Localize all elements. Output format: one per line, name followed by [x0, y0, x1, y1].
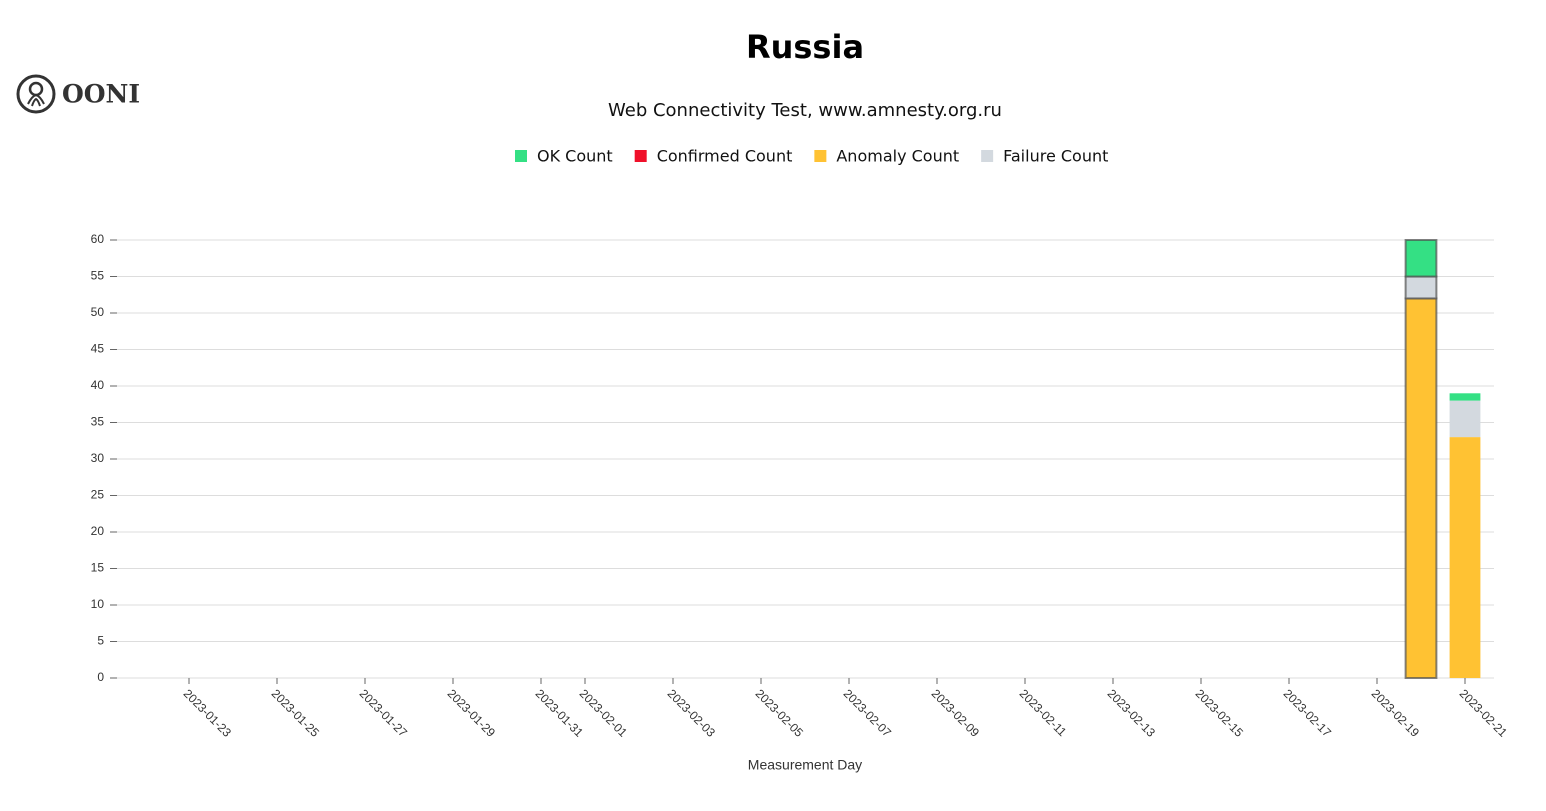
- chart-subtitle: Web Connectivity Test, www.amnesty.org.r…: [608, 100, 1002, 121]
- legend-label: Confirmed Count: [657, 147, 793, 166]
- logo: OONI: [16, 74, 140, 114]
- y-tick-label: 5: [97, 634, 104, 648]
- bar-segment: [1449, 400, 1481, 438]
- legend-label: Anomaly Count: [836, 147, 959, 166]
- x-tick-label: 2023-02-17: [1281, 686, 1335, 740]
- x-tick-label: 2023-02-07: [841, 686, 895, 740]
- x-tick-label: 2023-01-23: [181, 686, 235, 740]
- y-tick-label: 60: [91, 232, 105, 246]
- y-tick-label: 40: [91, 378, 105, 392]
- legend-swatch: [981, 150, 994, 162]
- bar-segment: [1404, 239, 1438, 278]
- legend: OK Count Confirmed Count Anomaly Count Fail…: [515, 147, 1108, 166]
- x-tick-label: 2023-02-03: [665, 686, 719, 740]
- x-axis-label: Measurement Day: [748, 757, 862, 773]
- bar-segment: [1404, 297, 1438, 679]
- logo-text: OONI: [62, 80, 140, 109]
- y-tick-label: 0: [97, 670, 104, 684]
- legend-swatch: [814, 150, 827, 162]
- x-tick-label: 2023-01-29: [445, 686, 499, 740]
- y-tick-label: 50: [91, 305, 105, 319]
- bar-segment: [1449, 393, 1481, 401]
- x-tick-label: 2023-02-21: [1457, 686, 1511, 740]
- bar-segment: [1404, 275, 1438, 300]
- y-tick-label: 25: [91, 488, 105, 502]
- bar-segment: [1449, 437, 1481, 678]
- x-tick-label: 2023-01-25: [269, 686, 323, 740]
- legend-label: OK Count: [537, 147, 613, 166]
- x-tick-label: 2023-01-27: [357, 686, 411, 740]
- x-tick-label: 2023-02-15: [1193, 686, 1247, 740]
- legend-swatch: [634, 150, 647, 162]
- chart-title: Russia: [746, 28, 864, 66]
- y-tick-label: 20: [91, 524, 105, 538]
- logo-icon: [28, 81, 44, 97]
- x-tick-label: 2023-02-09: [929, 686, 983, 740]
- y-tick-label: 15: [91, 561, 105, 575]
- y-tick-label: 45: [91, 342, 105, 356]
- x-tick-label: 2023-02-11: [1017, 686, 1070, 739]
- x-tick-label: 2023-02-01: [577, 686, 631, 740]
- y-tick-label: 30: [91, 451, 105, 465]
- legend-swatch: [515, 150, 527, 162]
- y-tick-label: 10: [91, 597, 105, 611]
- logo-icon: [27, 93, 45, 107]
- x-tick-label: 2023-02-19: [1369, 686, 1423, 740]
- x-tick-label: 2023-02-05: [753, 686, 807, 740]
- legend-label: Failure Count: [1003, 147, 1108, 166]
- x-tick-label: 2023-02-13: [1105, 686, 1159, 740]
- y-tick-label: 35: [91, 415, 105, 429]
- y-tick-label: 55: [91, 269, 105, 283]
- logo-icon: [16, 74, 56, 114]
